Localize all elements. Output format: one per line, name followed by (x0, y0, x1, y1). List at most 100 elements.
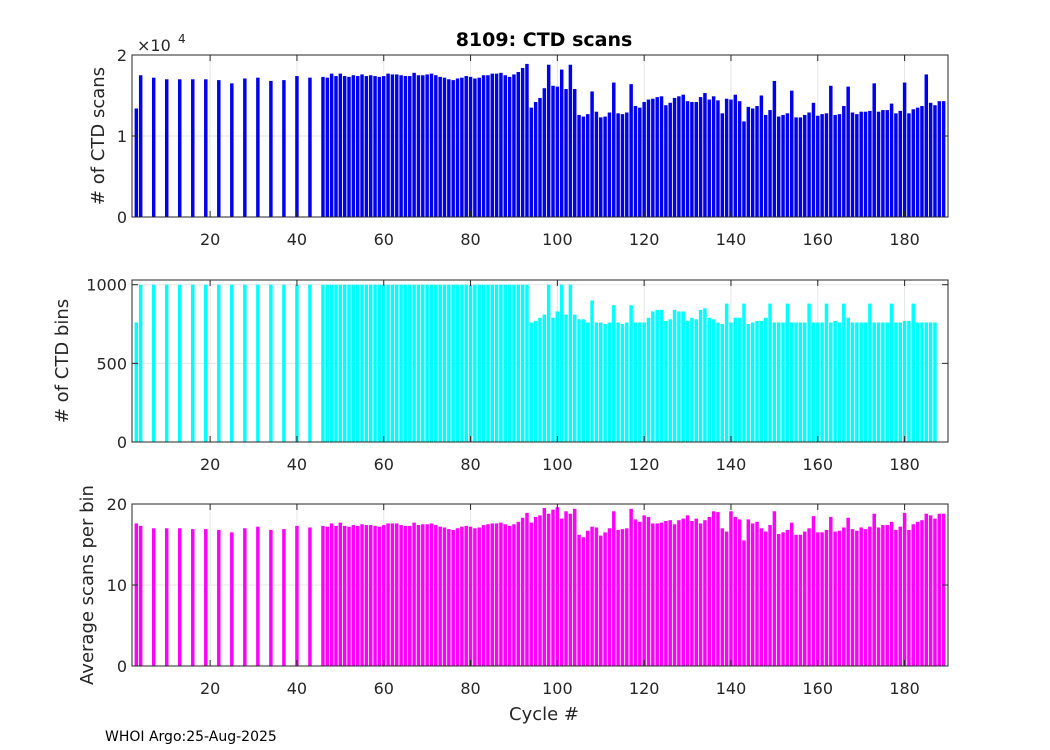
bar-cycle-70 (425, 74, 429, 217)
bar-cycle-119 (638, 521, 642, 666)
x-tick-label: 40 (287, 679, 307, 698)
bar-cycle-127 (672, 97, 677, 217)
bar-cycle-109 (594, 527, 599, 666)
bar-cycle-65 (403, 525, 408, 666)
bar-cycle-185 (924, 513, 929, 666)
bar-cycle-85 (490, 523, 494, 666)
bar-cycle-85 (490, 284, 494, 442)
bar-cycle-94 (529, 322, 534, 442)
bar-cycle-108 (590, 91, 594, 217)
bar-cycle-153 (785, 113, 790, 217)
bar-cycle-104 (572, 89, 577, 217)
bar-cycle-19 (204, 284, 208, 442)
bar-cycle-19 (204, 529, 208, 666)
bar-cycle-82 (477, 77, 481, 218)
bar-cycle-108 (590, 300, 594, 442)
bar-cycle-94 (529, 107, 534, 217)
x-tick-label: 40 (287, 230, 307, 249)
y-tick-label: 0 (117, 208, 127, 227)
bar-cycle-58 (373, 525, 377, 666)
bar-cycle-145 (750, 523, 755, 666)
bar-cycle-125 (664, 521, 668, 666)
bar-cycle-105 (577, 319, 581, 442)
bar-cycle-7 (151, 284, 156, 442)
bar-cycle-177 (889, 521, 894, 666)
bar-cycle-47 (325, 77, 330, 218)
bar-cycle-40 (295, 284, 299, 442)
bar-cycle-106 (581, 537, 586, 666)
bar-cycle-76 (451, 529, 455, 666)
bar-cycle-140 (729, 322, 733, 442)
bar-cycle-54 (355, 284, 360, 442)
bar-cycle-64 (399, 75, 403, 217)
x-tick-label: 160 (803, 230, 834, 249)
bar-cycle-181 (907, 113, 911, 217)
y-tick-label: 0 (117, 433, 127, 452)
bar-cycle-167 (846, 317, 850, 442)
bar-cycle-92 (520, 67, 525, 218)
bar-cycle-134 (703, 308, 707, 442)
bar-cycle-146 (755, 320, 759, 442)
bar-cycle-151 (776, 116, 781, 217)
bar-cycle-82 (477, 527, 481, 666)
bar-cycle-4 (138, 75, 143, 217)
bar-cycle-28 (243, 78, 247, 218)
bar-cycle-100 (555, 86, 560, 217)
bar-cycle-57 (368, 525, 373, 666)
bar-cycle-161 (820, 322, 824, 442)
bar-cycle-25 (230, 83, 234, 217)
bar-cycle-155 (794, 534, 798, 666)
bar-cycle-145 (750, 322, 755, 442)
bar-cycle-185 (924, 74, 929, 217)
bar-cycle-170 (859, 322, 863, 442)
bar-cycle-67 (412, 284, 416, 442)
bar-cycle-4 (138, 525, 143, 666)
bar-cycle-163 (829, 322, 833, 442)
bar-cycle-161 (820, 114, 824, 217)
bar-cycle-49 (334, 284, 338, 442)
bar-cycle-162 (824, 529, 829, 666)
bar-cycle-89 (507, 525, 512, 666)
bar-cycle-78 (460, 284, 464, 442)
bar-cycle-50 (338, 522, 343, 666)
bar-cycle-138 (720, 113, 725, 217)
bar-cycle-169 (855, 114, 859, 217)
bar-cycle-169 (855, 530, 859, 666)
bar-cycle-63 (395, 523, 399, 666)
bar-cycle-95 (533, 320, 538, 442)
bar-cycle-186 (928, 322, 933, 442)
bar-cycle-54 (355, 76, 360, 217)
bar-cycle-134 (703, 520, 707, 666)
bar-cycle-87 (499, 72, 503, 217)
bar-cycle-97 (542, 314, 547, 442)
bar-cycle-19 (204, 79, 208, 217)
bar-cycle-167 (846, 86, 850, 217)
bar-cycle-155 (794, 322, 798, 442)
y-axis-label: # of CTD bins (52, 299, 73, 423)
bar-cycle-93 (525, 63, 529, 217)
axes-box (131, 279, 949, 443)
bar-cycle-129 (681, 94, 685, 217)
bar-cycle-60 (382, 284, 386, 442)
bar-cycle-46 (321, 284, 325, 442)
bar-cycle-177 (889, 103, 894, 217)
bar-cycle-10 (164, 79, 169, 217)
x-axis-label: Cycle # (509, 704, 579, 725)
bar-cycle-141 (733, 94, 738, 217)
y-axis-label: # of CTD scans (88, 67, 109, 205)
bar-cycle-59 (377, 526, 382, 666)
bar-cycle-113 (612, 511, 616, 666)
bar-cycle-22 (217, 284, 221, 442)
bar-cycle-122 (651, 98, 655, 217)
bar-cycle-71 (429, 284, 434, 442)
x-tick-label: 80 (460, 230, 480, 249)
bar-cycle-79 (464, 525, 468, 666)
bar-cycle-115 (620, 114, 625, 217)
bar-cycle-156 (798, 117, 803, 217)
bar-cycle-141 (733, 516, 738, 666)
bar-cycle-176 (885, 525, 889, 666)
bar-cycle-53 (351, 284, 356, 442)
bar-cycle-52 (347, 526, 351, 666)
bar-cycle-147 (759, 528, 764, 666)
bar-cycle-184 (920, 520, 924, 666)
